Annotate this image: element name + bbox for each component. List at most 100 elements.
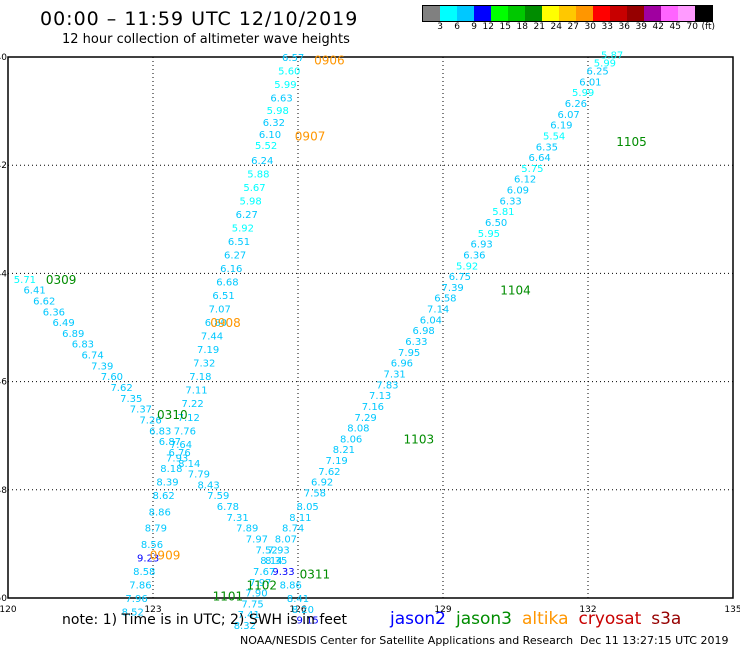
wave-height-value: 7.79 — [188, 470, 210, 481]
map-frame — [7, 56, 734, 599]
wave-height-value: 8.06 — [340, 434, 362, 445]
wave-height-value: 5.92 — [456, 261, 478, 272]
wave-height-value: 8.52 — [122, 608, 144, 619]
wave-height-value: 6.98 — [413, 326, 435, 337]
wave-height-value: 8.11 — [289, 513, 311, 524]
wave-height-value: 7.16 — [362, 402, 384, 413]
wave-height-value: 8.20 — [292, 605, 314, 616]
wave-height-value: 5.92 — [232, 223, 254, 234]
wave-height-value: 8.14 — [178, 459, 200, 470]
wave-height-value: 5.52 — [255, 141, 277, 152]
wave-height-value: 7.97 — [249, 578, 271, 589]
wave-height-value: 7.52 — [255, 545, 277, 556]
wave-height-value: 7.95 — [398, 348, 420, 359]
wave-height-value: 6.09 — [507, 186, 529, 197]
wave-height-value: 6.96 — [391, 359, 413, 370]
satellite-name: jason2 — [390, 609, 446, 629]
legend-swatch — [576, 6, 593, 21]
wave-height-value: 6.19 — [550, 121, 572, 132]
y-tick-label: -40 — [0, 53, 7, 63]
wave-height-value: 7.62 — [318, 467, 340, 478]
legend-swatch — [661, 6, 678, 21]
pass-time-label: 0309 — [46, 273, 77, 287]
wave-height-value: 7.76 — [174, 426, 196, 437]
wave-height-value: 6.25 — [587, 67, 609, 78]
wave-height-value: 8.07 — [275, 534, 297, 545]
x-tick-label: 120 — [0, 605, 17, 615]
generation-timestamp: Dec 11 13:27:15 UTC 2019 — [580, 634, 729, 647]
wave-height-value: 7.14 — [427, 305, 449, 316]
wave-height-value: 6.04 — [420, 315, 442, 326]
x-tick-label: 135 — [724, 605, 740, 615]
y-tick-label: -42 — [0, 161, 7, 171]
wave-height-value: 6.50 — [485, 218, 507, 229]
legend-label: (ft) — [701, 22, 715, 32]
legend-label: 6 — [454, 22, 460, 32]
wave-height-value: 8.43 — [197, 480, 219, 491]
wave-height-value: 7.13 — [369, 391, 391, 402]
wave-height-value: 5.60 — [278, 67, 300, 78]
legend-label: 36 — [618, 22, 630, 32]
wave-height-value: 6.89 — [62, 329, 84, 340]
wave-height-value: 5.98 — [240, 196, 262, 207]
satellite-name: s3a — [651, 609, 682, 629]
legend-label: 33 — [601, 22, 613, 32]
satellite-key: jason2 jason3 altika cryosat s3a — [390, 609, 691, 629]
wave-height-value: 7.31 — [226, 513, 248, 524]
wave-height-value: 6.27 — [236, 210, 258, 221]
wave-height-value: 7.12 — [178, 413, 200, 424]
wave-height-value: 8.86 — [280, 580, 302, 591]
wave-height-value: 5.71 — [14, 275, 36, 286]
satellite-name: cryosat — [578, 609, 642, 629]
wave-height-value: 6.68 — [216, 278, 238, 289]
legend-label: 39 — [635, 22, 647, 32]
pass-time-label: 0907 — [295, 129, 326, 143]
wave-height-value: 7.62 — [110, 383, 132, 394]
wave-height-value: 7.31 — [384, 369, 406, 380]
pass-time-label: 1102 — [246, 578, 277, 592]
map-title: 00:00 – 11:59 UTC 12/10/2019 — [40, 8, 359, 30]
wave-height-value: 8.14 — [260, 556, 282, 567]
satellite-name: altika — [522, 609, 569, 629]
wave-height-value: 9.15 — [297, 616, 319, 627]
wave-height-value: 7.89 — [236, 524, 258, 535]
wave-height-value: 6.26 — [565, 99, 587, 110]
wave-height-value: 6.78 — [217, 502, 239, 513]
wave-height-value: 8.74 — [282, 524, 304, 535]
wave-height-value: 7.26 — [139, 415, 161, 426]
wave-height-value: 6.63 — [270, 94, 292, 105]
legend-label: 24 — [550, 22, 562, 32]
wave-height-value: 5.54 — [543, 131, 565, 142]
pass-time-label: 0906 — [314, 54, 345, 68]
footnote: note: 1) Time is in UTC; 2) SWH is in fe… — [62, 612, 348, 628]
wave-height-value: 7.64 — [170, 440, 192, 451]
wave-height-value: 7.11 — [185, 386, 207, 397]
legend-label: 21 — [533, 22, 545, 32]
wave-height-value: 7.19 — [326, 456, 348, 467]
wave-height-value: 7.93 — [268, 545, 290, 556]
pass-time-label: 0311 — [300, 568, 331, 582]
y-tick-label: -50 — [0, 594, 7, 604]
x-tick-label: 132 — [579, 605, 596, 615]
wave-height-value: 6.16 — [220, 264, 242, 275]
wave-height-value: 6.92 — [311, 478, 333, 489]
wave-height-value: 8.21 — [333, 445, 355, 456]
wave-height-value: 8.79 — [145, 524, 167, 535]
wave-height-value: 7.39 — [91, 361, 113, 372]
wave-height-value: 7.83 — [376, 380, 398, 391]
wave-height-value: 8.05 — [297, 502, 319, 513]
satellite-name: jason3 — [456, 609, 512, 629]
legend-swatch — [457, 6, 474, 21]
wave-height-value: 6.87 — [159, 437, 181, 448]
wave-height-value: 6.33 — [500, 196, 522, 207]
wave-height-value: 8.32 — [234, 621, 256, 632]
pass-time-label: 1105 — [616, 135, 647, 149]
wave-height-value: 6.33 — [405, 337, 427, 348]
wave-height-value: 7.19 — [197, 345, 219, 356]
legend-label: 42 — [652, 22, 664, 32]
wave-height-value: 5.99 — [572, 88, 594, 99]
wave-height-value: 7.93 — [166, 453, 188, 464]
wave-height-value: 8.62 — [153, 491, 175, 502]
